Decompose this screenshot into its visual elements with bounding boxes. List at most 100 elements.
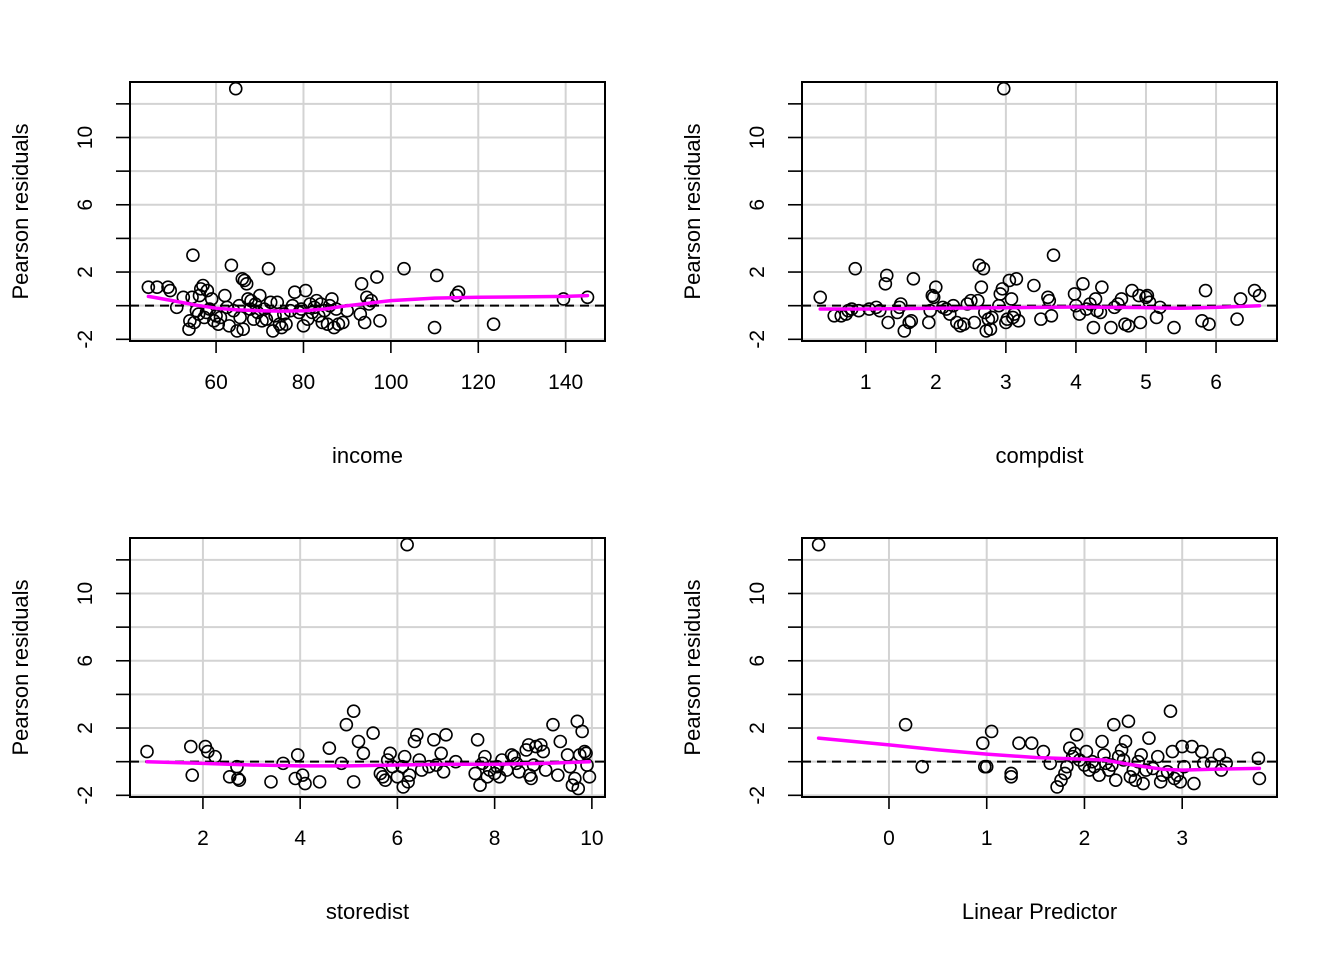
y-tick-label: 10: [746, 126, 769, 149]
data-point: [150, 280, 164, 294]
data-point: [448, 754, 463, 769]
data-point: [1104, 320, 1118, 335]
data-point: [422, 759, 436, 774]
data-point: [357, 315, 372, 330]
data-point: [553, 734, 568, 749]
data-point: [1004, 292, 1019, 306]
x-tick-label: 10: [580, 827, 603, 850]
data-point: [470, 733, 485, 747]
data-point: [1177, 759, 1191, 774]
data-point: [950, 315, 964, 330]
data-point: [261, 261, 276, 276]
data-point: [356, 746, 371, 761]
data-point: [827, 308, 842, 323]
data-point: [946, 298, 961, 313]
data-point: [427, 320, 442, 335]
data-point: [429, 268, 444, 283]
data-point: [163, 283, 178, 298]
x-tick-label: 2: [197, 827, 209, 850]
data-point: [1121, 319, 1136, 333]
data-point: [366, 726, 380, 740]
data-point: [902, 315, 916, 330]
data-point: [1004, 766, 1018, 781]
data-point: [560, 748, 575, 762]
data-point: [582, 770, 597, 784]
data-point: [915, 759, 930, 774]
data-point: [239, 277, 254, 291]
data-point: [904, 314, 919, 328]
data-point: [309, 293, 324, 308]
smooth-curve: [816, 736, 1262, 772]
data-point: [929, 280, 943, 294]
data-point: [346, 775, 361, 789]
data-point: [1173, 775, 1188, 789]
data-point: [222, 770, 237, 784]
data-point: [906, 271, 921, 286]
data-point: [1067, 287, 1082, 301]
data-point: [492, 770, 507, 784]
data-point: [401, 775, 415, 789]
data-point: [439, 727, 453, 742]
data-point: [551, 768, 565, 782]
data-point: [1233, 292, 1248, 306]
y-tick-label: 6: [746, 655, 769, 667]
data-point: [1036, 744, 1051, 759]
data-point: [1131, 754, 1146, 769]
y-tick-label: 10: [746, 582, 769, 605]
data-point: [1121, 714, 1136, 729]
data-point: [287, 285, 302, 300]
data-point: [213, 310, 228, 325]
data-point: [1194, 744, 1209, 759]
x-tick-label: 60: [204, 371, 227, 394]
x-tick-label: 80: [292, 371, 315, 394]
data-point: [974, 280, 989, 294]
data-point: [276, 756, 290, 771]
panel-compdist: 1 2 3 4 5 6 -2 2 6 10 compdist Pearson residuals: [680, 81, 1278, 468]
data-point: [373, 766, 388, 781]
data-point: [1134, 748, 1148, 762]
y-tick-label: -2: [746, 786, 769, 805]
data-point: [232, 773, 247, 787]
data-point: [298, 776, 312, 791]
smooth-curve: [145, 759, 592, 768]
data-point: [230, 324, 244, 338]
smooth-curve: [818, 303, 1262, 311]
data-point: [1011, 314, 1026, 328]
data-point: [979, 759, 994, 774]
data-point: [1105, 758, 1119, 772]
y-tick-label: 6: [74, 199, 97, 211]
data-point: [277, 307, 291, 321]
data-point: [995, 282, 1010, 296]
data-point: [1167, 320, 1181, 335]
x-tick-label: 2: [1079, 827, 1091, 850]
data-point: [1062, 741, 1077, 756]
data-point: [1060, 759, 1074, 774]
y-tick-label: 2: [746, 722, 769, 734]
x-tick-label: 3: [1000, 371, 1012, 394]
data-point: [1114, 743, 1129, 757]
data-point: [1058, 766, 1072, 781]
x-axis-title: Linear Predictor: [962, 899, 1117, 924]
data-point: [449, 288, 464, 303]
data-point: [1139, 763, 1153, 777]
data-point: [878, 277, 893, 291]
data-point: [1133, 315, 1148, 330]
data-point: [396, 780, 411, 794]
x-tick-label: 3: [1176, 827, 1188, 850]
data-point: [1125, 283, 1139, 298]
data-point: [295, 768, 310, 782]
data-point: [231, 771, 245, 786]
data-point: [1044, 308, 1059, 323]
data-point: [351, 734, 366, 749]
data-point: [1132, 288, 1146, 303]
y-axis-title: Pearson residuals: [8, 123, 33, 299]
data-point: [407, 734, 422, 749]
data-point: [373, 314, 387, 328]
data-point: [200, 283, 215, 298]
data-point: [211, 317, 226, 331]
data-point: [312, 775, 327, 789]
data-point: [237, 273, 252, 288]
data-point: [346, 704, 361, 719]
data-point: [571, 781, 586, 796]
